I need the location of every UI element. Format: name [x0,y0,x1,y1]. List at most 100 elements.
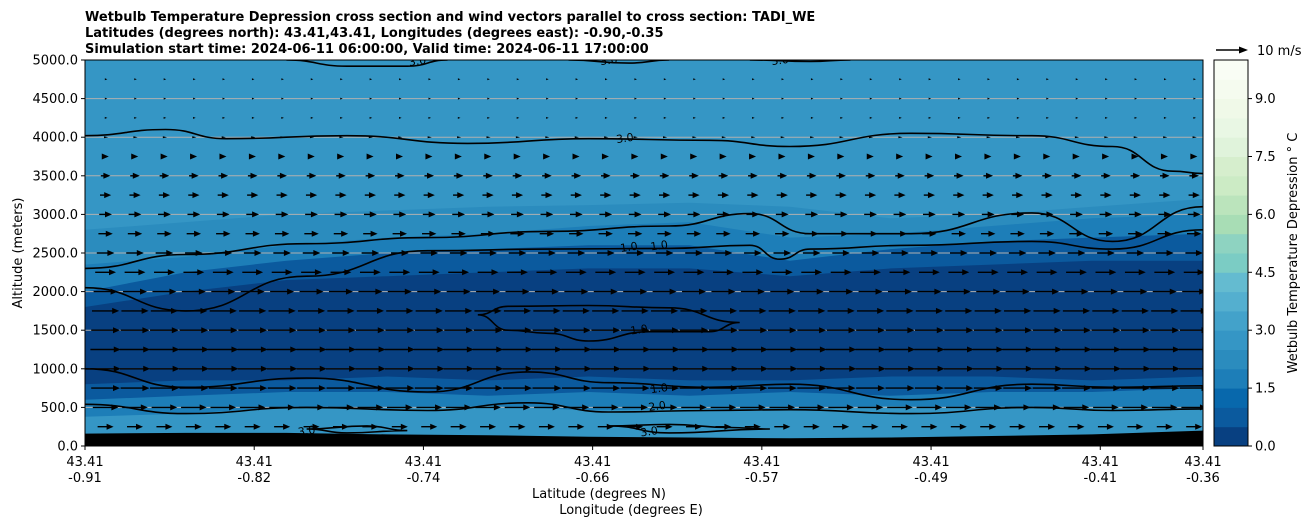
wind-vector [503,327,532,334]
wind-vector [1062,307,1091,314]
wind-vector [385,327,415,334]
wind-vector [502,346,533,353]
wind-vector [974,307,1002,314]
wind-vector [243,250,262,256]
wind-vector [310,97,314,100]
wind-vector [101,153,109,160]
wind-vector [546,116,549,119]
wind-vector [93,288,118,295]
wind-vector [103,136,109,139]
wind-vector [799,288,824,295]
wind-vector [869,78,873,81]
wind-vector [1192,136,1197,139]
x-axis: 43.41-0.9143.41-0.8243.41-0.7443.41-0.66… [66,446,1222,518]
wind-vector [357,404,384,411]
wind-vector [781,116,785,119]
wind-vector [355,346,386,353]
wind-vector [457,97,461,100]
wind-vector [532,385,562,392]
wind-vector [503,307,532,314]
wind-vector [825,346,857,353]
wind-vector [251,97,255,100]
wind-vector [1120,327,1150,334]
wind-vector [423,192,435,199]
wind-vector [356,307,384,314]
x-tick-lat-5: 43.41 [912,455,949,470]
contour-line-1 [286,60,448,67]
colorbar-tick-label-1: 1.5 [1255,382,1276,397]
wind-vector [210,404,237,411]
wind-vector [340,116,343,119]
wind-vector [918,269,940,276]
wind-vector [151,404,178,411]
wind-vector [914,365,945,372]
wind-vector [335,192,347,199]
wind-vector [604,136,609,139]
wind-vector [885,385,915,392]
wind-vector [510,230,525,237]
quiver-key-label: 10 m/s [1257,44,1302,59]
wind-vector [486,136,491,139]
wind-vector [894,192,906,199]
wind-vector [428,97,431,100]
wind-vector [973,365,1004,372]
wind-vector [1009,423,1026,430]
wind-vector [90,365,121,372]
wind-vector [384,365,416,372]
wind-vector [681,404,707,411]
wind-vector [1072,153,1080,160]
wind-vector [679,327,709,334]
wind-vector [192,136,197,139]
wind-vector [748,172,758,179]
wind-vector [1134,78,1138,81]
wind-vector [393,211,407,218]
wind-vector [185,423,202,430]
colorbar-segment-1 [1214,407,1248,428]
wind-vector [104,78,108,81]
wind-vector [770,288,795,295]
x-tick-lon-6: -0.41 [1083,471,1117,486]
wind-vector [325,346,357,353]
wind-vector [219,153,227,160]
wind-vector [95,269,116,276]
wind-vector [1193,97,1196,100]
wind-vector [575,78,579,81]
y-tick-label-6: 3000.0 [33,208,79,223]
wind-vector [415,307,443,314]
x-tick-lon-1: -0.82 [237,471,271,486]
wind-vector [215,423,232,430]
wind-vector [767,385,797,392]
colorbar-segment-7 [1214,291,1248,312]
wind-vector [649,365,680,372]
wind-vector [1193,78,1196,81]
wind-vector [216,211,230,218]
wind-vector [659,172,670,179]
wind-vector [709,327,738,334]
wind-vector [156,423,173,430]
wind-vector [709,307,738,314]
wind-vector [222,116,226,119]
wind-vector [1122,404,1149,411]
y-tick-label-3: 1500.0 [33,324,79,339]
wind-vector [1007,269,1029,276]
wind-vector [856,327,885,334]
wind-vector [185,250,203,256]
wind-vector [864,211,877,218]
wind-vector [1182,288,1203,295]
wind-vector [826,327,856,334]
wind-vector [715,423,732,430]
wind-vector [899,78,902,81]
wind-vector [131,153,139,160]
wind-vector [562,307,590,314]
y-tick-label-5: 2500.0 [33,247,79,262]
x-tick-lat-4: 43.41 [743,455,780,470]
wind-vector [692,136,697,139]
wind-vector [678,365,710,372]
wind-vector [981,211,995,218]
wind-vector [948,269,970,276]
wind-vector [781,97,785,100]
wind-vector [1123,288,1148,295]
wind-vector [596,250,615,256]
wind-vector [477,269,499,276]
wind-vector [561,346,592,353]
